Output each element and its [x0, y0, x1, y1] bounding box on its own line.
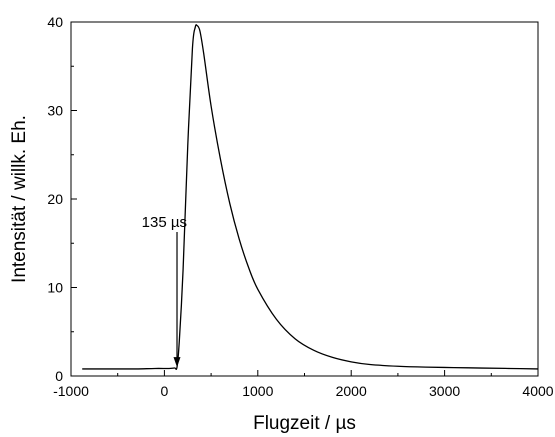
y-tick-label: 10 [47, 280, 63, 296]
x-tick-label: 4000 [522, 383, 553, 399]
y-tick-label: 20 [47, 191, 63, 207]
series-line [82, 24, 539, 371]
x-tick-label: 2000 [336, 383, 367, 399]
x-tick-label: 0 [161, 383, 169, 399]
annotation-arrow-head [173, 357, 181, 368]
x-tick-label: 3000 [429, 383, 460, 399]
x-axis: -1000 0 1000 2000 3000 4000 [53, 370, 554, 399]
y-tick-label: 30 [47, 103, 63, 119]
x-axis-title: Flugzeit / µs [253, 413, 356, 434]
y-tick-label: 0 [55, 368, 63, 384]
y-tick-label: 40 [47, 14, 63, 30]
y-axis-title: Intensität / willk. Eh. [9, 115, 30, 283]
plot-area [70, 21, 539, 377]
x-tick-label: 1000 [242, 383, 273, 399]
x-tick-label: -1000 [53, 383, 89, 399]
annotation-label: 135 µs [142, 214, 187, 231]
series-layer [82, 24, 539, 371]
plot-frame [70, 21, 539, 377]
annotation-layer: 135 µs [142, 214, 187, 368]
y-axis: 0 10 20 30 40 [47, 14, 77, 384]
